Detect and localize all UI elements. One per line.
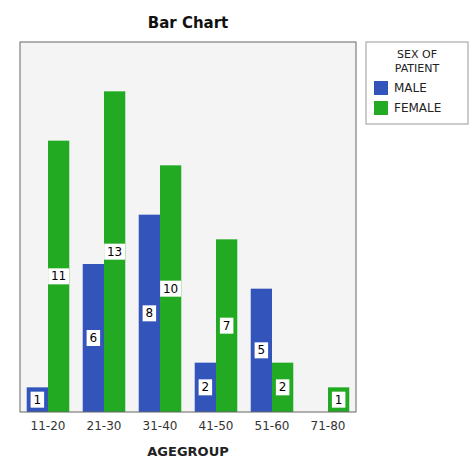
legend-swatch [374,81,388,95]
bar [195,363,216,412]
legend-entry: FEMALE [394,101,441,115]
bar [27,387,48,412]
bar [272,363,293,412]
data-label-bg [104,244,125,260]
data-label: 7 [223,319,231,333]
x-tick-label: 31-40 [143,419,178,433]
data-label: 10 [163,282,178,296]
data-label: 1 [335,393,343,407]
bar [216,239,237,412]
bar [328,387,349,412]
data-label: 6 [90,331,98,345]
bar [251,289,272,412]
data-label-bg [31,392,45,408]
legend-title-line: PATIENT [395,62,440,75]
data-label-bg [276,379,290,395]
bar [160,165,181,412]
x-tick-label: 11-20 [31,419,66,433]
chart: 1 6 8 2 5 11 13 10 7 2 1 11-20 21-30 31-40 41-50 51-60 7… [0,0,474,474]
legend-frame [366,42,468,124]
legend-title-line: SEX OF [397,48,437,61]
bars [27,91,350,412]
data-label: 8 [146,306,154,320]
data-label: 11 [51,269,66,283]
plot-area [20,42,356,412]
data-label: 2 [202,380,210,394]
data-label-bg [199,379,213,395]
data-labels: 1 6 8 2 5 11 13 10 7 2 1 [31,244,346,408]
data-label: 5 [258,343,266,357]
legend-entry: MALE [394,81,427,95]
legend-swatch [374,101,388,115]
legend-title: SEX OFPATIENT [395,48,440,75]
bar [48,141,69,412]
x-axis-label: AGEGROUP [147,444,228,459]
data-label-bg [160,281,181,297]
legend: SEX OFPATIENT MALE FEMALE [366,42,468,124]
x-tick-label: 51-60 [255,419,290,433]
data-label-bg [87,330,101,346]
title: Bar Chart [148,14,229,32]
data-label-bg [143,305,157,321]
bar [104,91,125,412]
data-label: 1 [34,393,42,407]
x-tick-label: 71-80 [311,419,346,433]
data-label-bg [220,318,234,334]
data-label: 2 [279,380,287,394]
x-tick-label: 41-50 [199,419,234,433]
data-label-bg [255,342,268,358]
data-label-bg [332,392,346,408]
data-label-bg [48,268,69,284]
data-label: 13 [107,245,122,259]
plot-frame [20,42,356,412]
bar [139,215,160,412]
x-tick-label: 21-30 [87,419,122,433]
bar [83,264,104,412]
